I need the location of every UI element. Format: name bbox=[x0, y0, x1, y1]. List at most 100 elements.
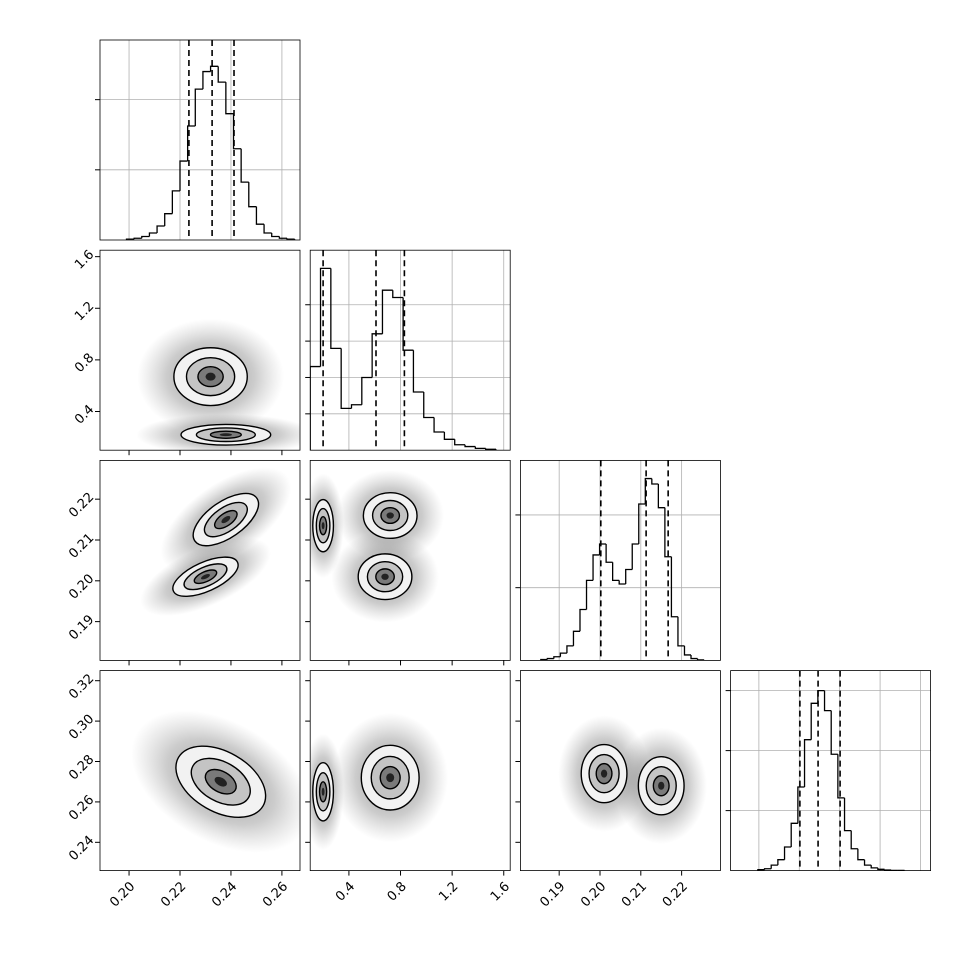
contour bbox=[220, 433, 232, 436]
hist-bin bbox=[393, 290, 403, 297]
hist-bin bbox=[195, 89, 203, 126]
y-tick-label: 0.20 bbox=[66, 572, 97, 603]
x-tick-label: 1.6 bbox=[488, 879, 513, 904]
hist-bin bbox=[838, 754, 845, 798]
hist-bin bbox=[547, 659, 554, 660]
hist-bin bbox=[362, 377, 372, 404]
hist-bin bbox=[580, 609, 587, 631]
hist-bin bbox=[805, 740, 812, 787]
hist-bin bbox=[885, 869, 892, 870]
x-tick-label: 0.26 bbox=[260, 879, 291, 910]
hist-bin bbox=[486, 448, 496, 449]
hist-bin bbox=[658, 484, 665, 508]
hist-bin bbox=[264, 224, 272, 233]
y-tick-label: 0.19 bbox=[66, 612, 97, 643]
contour bbox=[322, 522, 325, 529]
hist-bin bbox=[567, 646, 574, 653]
y-tick-label: 0.28 bbox=[66, 752, 97, 783]
hist-bin bbox=[778, 860, 785, 865]
hist-bin bbox=[382, 290, 392, 334]
y-tick-label: 0.24 bbox=[66, 833, 97, 864]
hist-bin bbox=[871, 865, 878, 868]
y-tick-label: 1.6 bbox=[72, 247, 97, 272]
y-tick-label: 0.4 bbox=[72, 402, 97, 427]
x-tick-label: 0.22 bbox=[660, 879, 691, 910]
hist-bin bbox=[691, 655, 698, 659]
x-tick-label: 0.24 bbox=[209, 879, 240, 910]
hist-bin bbox=[865, 860, 872, 865]
hist-bin bbox=[587, 580, 594, 609]
plot-area bbox=[302, 713, 448, 850]
x-tick-label: 0.8 bbox=[385, 879, 410, 904]
panel-frame bbox=[520, 460, 720, 660]
plot-area bbox=[558, 715, 707, 843]
contour bbox=[387, 512, 394, 518]
hist-bin bbox=[798, 787, 805, 823]
hist-bin bbox=[241, 149, 249, 182]
plot-area bbox=[136, 319, 315, 456]
hist-bin bbox=[878, 868, 885, 869]
hist-bin bbox=[698, 659, 705, 660]
hist-bin bbox=[619, 580, 626, 584]
hist-bin bbox=[671, 557, 678, 617]
hist-bin bbox=[475, 447, 485, 449]
hist-bin bbox=[434, 417, 444, 432]
contour bbox=[658, 782, 664, 790]
y-tick-label: 0.21 bbox=[66, 531, 97, 562]
hist-bin bbox=[771, 865, 778, 869]
contour bbox=[601, 770, 607, 778]
y-tick-label: 0.30 bbox=[66, 712, 97, 743]
hist-bin bbox=[593, 555, 600, 580]
hist-bin bbox=[180, 161, 188, 191]
hist-bin bbox=[639, 504, 646, 544]
panel bbox=[515, 460, 720, 665]
hist-bin bbox=[765, 869, 772, 870]
panel: 0.19 0.20 0.21 0.22 bbox=[66, 447, 308, 666]
x-tick-label: 0.4 bbox=[333, 879, 358, 904]
plot-area bbox=[129, 447, 308, 632]
hist-bin bbox=[613, 562, 620, 580]
hist-bin bbox=[372, 334, 382, 378]
panel-frame bbox=[731, 671, 931, 871]
x-tick-label: 0.24 bbox=[737, 879, 768, 910]
panel-frame bbox=[100, 40, 300, 240]
hist-bin bbox=[785, 847, 792, 860]
hist-bin bbox=[321, 268, 331, 366]
contour bbox=[322, 788, 325, 796]
hist-bin bbox=[652, 479, 659, 484]
hist-bin bbox=[606, 544, 613, 562]
hist-bin bbox=[226, 82, 234, 114]
y-tick-label: 0.32 bbox=[66, 671, 97, 702]
hist-bin bbox=[626, 569, 633, 584]
hist-bin bbox=[632, 544, 639, 569]
y-tick-label: 1.2 bbox=[72, 299, 97, 324]
plot-area bbox=[100, 40, 300, 245]
hist-bin bbox=[157, 226, 165, 233]
hist-bin bbox=[218, 66, 226, 82]
hist-bin bbox=[560, 653, 567, 657]
x-tick-label: 0.22 bbox=[158, 879, 189, 910]
hist-bin bbox=[684, 646, 691, 655]
panel bbox=[302, 460, 510, 665]
x-tick-label: 0.28 bbox=[818, 879, 849, 910]
hist-bin bbox=[256, 207, 264, 225]
plot-area bbox=[106, 681, 335, 882]
hist-bin bbox=[149, 233, 157, 237]
hist-bin bbox=[272, 233, 280, 237]
y-tick-label: 0.22 bbox=[66, 490, 97, 521]
x-tick-label: 0.21 bbox=[619, 879, 650, 910]
hist-bin bbox=[845, 798, 852, 831]
contour bbox=[386, 773, 394, 782]
hist-bin bbox=[310, 367, 320, 451]
hist-bin bbox=[851, 831, 858, 849]
hist-bin bbox=[351, 405, 361, 409]
hist-bin bbox=[172, 191, 180, 214]
panel bbox=[305, 250, 510, 455]
y-tick-label: 0.8 bbox=[72, 351, 97, 376]
